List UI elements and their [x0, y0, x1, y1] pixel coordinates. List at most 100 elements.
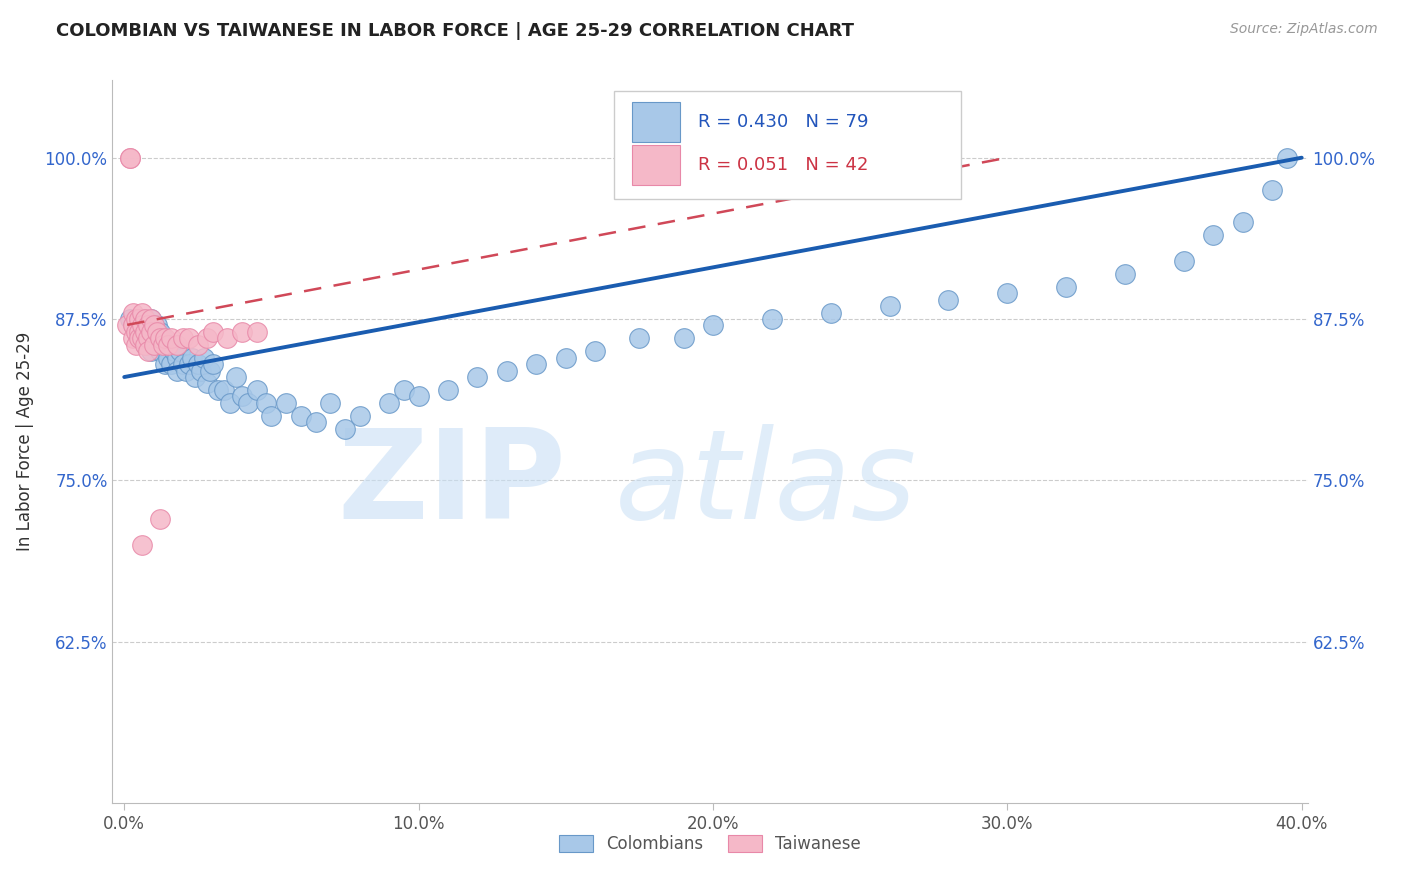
- Text: COLOMBIAN VS TAIWANESE IN LABOR FORCE | AGE 25-29 CORRELATION CHART: COLOMBIAN VS TAIWANESE IN LABOR FORCE | …: [56, 22, 855, 40]
- Point: [160, 357, 183, 371]
- Point: [120, 312, 142, 326]
- Text: Source: ZipAtlas.com: Source: ZipAtlas.com: [1230, 22, 1378, 37]
- Point: [254, 396, 277, 410]
- Point: [207, 383, 229, 397]
- Point: [128, 325, 150, 339]
- Point: [177, 331, 200, 345]
- Point: [820, 305, 842, 319]
- Point: [157, 338, 180, 352]
- Point: [1275, 151, 1298, 165]
- Point: [152, 338, 174, 352]
- Point: [152, 331, 174, 345]
- Point: [260, 409, 283, 423]
- Point: [125, 325, 148, 339]
- Point: [142, 331, 165, 345]
- Point: [148, 512, 170, 526]
- Point: [319, 396, 342, 410]
- Point: [134, 312, 156, 326]
- Point: [145, 325, 167, 339]
- FancyBboxPatch shape: [614, 91, 962, 200]
- Point: [139, 344, 162, 359]
- Point: [136, 318, 159, 333]
- Point: [172, 331, 194, 345]
- Point: [163, 344, 186, 359]
- Point: [136, 344, 159, 359]
- Point: [496, 363, 519, 377]
- Point: [187, 357, 209, 371]
- Point: [172, 357, 194, 371]
- Point: [136, 331, 159, 345]
- Point: [290, 409, 312, 423]
- Point: [554, 351, 576, 365]
- Point: [181, 351, 204, 365]
- Point: [408, 389, 430, 403]
- Point: [995, 286, 1018, 301]
- Point: [152, 338, 174, 352]
- Point: [628, 331, 651, 345]
- Point: [184, 370, 207, 384]
- Point: [246, 383, 269, 397]
- Point: [201, 325, 224, 339]
- Point: [166, 338, 188, 352]
- Point: [134, 338, 156, 352]
- Point: [177, 357, 200, 371]
- Point: [198, 363, 221, 377]
- Point: [128, 331, 150, 345]
- Point: [174, 363, 197, 377]
- Point: [160, 331, 183, 345]
- Point: [131, 318, 153, 333]
- Point: [131, 538, 153, 552]
- Text: R = 0.430   N = 79: R = 0.430 N = 79: [699, 112, 869, 131]
- Point: [672, 331, 695, 345]
- Point: [125, 325, 148, 339]
- Point: [938, 293, 960, 307]
- Point: [134, 338, 156, 352]
- Point: [1202, 228, 1225, 243]
- Point: [201, 357, 224, 371]
- Point: [145, 318, 167, 333]
- Text: ZIP: ZIP: [337, 425, 567, 545]
- Point: [276, 396, 298, 410]
- Point: [190, 363, 212, 377]
- Point: [136, 338, 159, 352]
- Point: [467, 370, 489, 384]
- Point: [225, 370, 247, 384]
- Point: [128, 312, 150, 326]
- Point: [128, 331, 150, 345]
- Point: [125, 312, 148, 326]
- Point: [349, 409, 371, 423]
- Point: [437, 383, 460, 397]
- Point: [219, 396, 242, 410]
- Point: [120, 151, 142, 165]
- Point: [131, 331, 153, 345]
- Point: [125, 338, 148, 352]
- Point: [879, 299, 901, 313]
- Point: [122, 305, 145, 319]
- Point: [148, 331, 170, 345]
- Point: [1232, 215, 1254, 229]
- Point: [524, 357, 547, 371]
- Point: [702, 318, 724, 333]
- Point: [246, 325, 269, 339]
- FancyBboxPatch shape: [633, 102, 681, 142]
- Legend: Colombians, Taiwanese: Colombians, Taiwanese: [553, 828, 868, 860]
- Point: [134, 325, 156, 339]
- Point: [187, 338, 209, 352]
- Point: [193, 351, 215, 365]
- Point: [142, 338, 165, 352]
- Point: [131, 312, 153, 326]
- Point: [139, 312, 162, 326]
- Point: [1054, 279, 1077, 293]
- Point: [231, 389, 253, 403]
- Point: [761, 312, 783, 326]
- Point: [155, 357, 177, 371]
- Point: [122, 331, 145, 345]
- Point: [1261, 183, 1284, 197]
- Point: [155, 331, 177, 345]
- Point: [131, 305, 153, 319]
- Point: [148, 344, 170, 359]
- Point: [169, 344, 191, 359]
- Text: atlas: atlas: [614, 425, 917, 545]
- Point: [142, 318, 165, 333]
- Point: [333, 422, 356, 436]
